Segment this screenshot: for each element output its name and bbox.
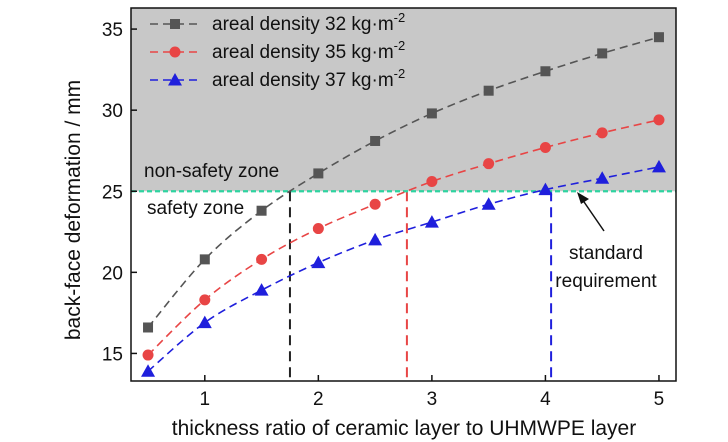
non-safety-zone-fill xyxy=(131,8,676,192)
data-point-3-3 xyxy=(254,283,269,296)
data-point-2-3 xyxy=(256,253,268,265)
y-tick-label: 35 xyxy=(102,20,123,41)
data-point-1-2 xyxy=(199,254,210,265)
y-tick-label: 30 xyxy=(102,101,123,122)
data-point-1-7 xyxy=(483,85,494,96)
data-point-2-2 xyxy=(199,294,211,306)
series-line-2 xyxy=(147,119,660,356)
data-point-2-1 xyxy=(142,349,154,361)
x-axis-title: thickness ratio of ceramic layer to UHMW… xyxy=(172,417,636,440)
legend-marker xyxy=(169,46,181,58)
series-line-3 xyxy=(147,166,660,372)
data-point-3-2 xyxy=(197,315,212,329)
series-1 xyxy=(143,32,664,333)
data-point-3-9 xyxy=(595,171,610,184)
data-point-1-1 xyxy=(143,322,154,333)
intersection-lines xyxy=(288,191,553,381)
non-safety-zone-label: non-safety zone xyxy=(144,161,279,182)
annotation-line1: standard xyxy=(569,243,643,264)
x-tick-label: 1 xyxy=(200,389,211,410)
data-point-1-4 xyxy=(313,168,324,179)
data-point-1-9 xyxy=(597,48,608,59)
safety-zone-label: safety zone xyxy=(147,198,244,219)
y-tick-label: 25 xyxy=(102,182,123,203)
data-point-3-4 xyxy=(311,255,326,269)
legend-label: areal density 35 kg·m-2 xyxy=(212,38,405,63)
x-tick-label: 2 xyxy=(313,389,324,410)
data-point-3-7 xyxy=(481,197,496,210)
series-2 xyxy=(142,114,665,361)
data-point-2-6 xyxy=(426,176,438,188)
y-tick-label: 20 xyxy=(102,263,123,284)
data-point-2-9 xyxy=(596,127,608,139)
data-point-1-5 xyxy=(370,135,381,146)
data-point-1-6 xyxy=(426,108,437,119)
series-3 xyxy=(141,159,666,377)
legend-marker xyxy=(168,73,182,86)
data-point-3-8 xyxy=(538,182,553,196)
data-point-2-5 xyxy=(369,198,381,210)
data-point-1-3 xyxy=(256,205,267,216)
legend-item-3: areal density 37 kg·m-2 xyxy=(150,66,405,91)
legend-label: areal density 37 kg·m-2 xyxy=(212,66,405,91)
data-point-3-6 xyxy=(424,215,439,228)
legend-label: areal density 32 kg·m-2 xyxy=(212,10,405,35)
annotation-arrow-shaft xyxy=(581,198,605,232)
data-point-2-7 xyxy=(483,158,495,170)
legend-marker xyxy=(170,19,180,29)
x-tick-label: 4 xyxy=(540,389,551,410)
data-point-2-8 xyxy=(539,141,551,153)
legend: areal density 32 kg·m-2 areal density 35 … xyxy=(150,10,405,91)
data-point-2-4 xyxy=(312,223,324,235)
data-point-3-1 xyxy=(141,364,156,377)
y-axis-title: back-face deformation / mm xyxy=(62,80,85,340)
y-tick-label: 15 xyxy=(102,344,123,365)
x-tick-label: 3 xyxy=(427,389,438,410)
annotation-line2: requirement xyxy=(555,271,657,292)
series-group xyxy=(141,32,666,377)
legend-item-1: areal density 32 kg·m-2 xyxy=(150,10,405,35)
annotation-arrowhead xyxy=(577,192,589,204)
legend-item-2: areal density 35 kg·m-2 xyxy=(150,38,405,63)
data-point-2-10 xyxy=(653,114,665,126)
plot-frame xyxy=(130,7,677,382)
data-point-1-8 xyxy=(540,66,551,77)
data-point-3-10 xyxy=(651,159,666,173)
data-point-3-5 xyxy=(368,232,383,246)
axis-ticks: 1 2 3 4 5 15 20 25 30 35 xyxy=(102,20,664,410)
data-point-1-10 xyxy=(653,32,664,43)
x-tick-label: 5 xyxy=(654,389,665,410)
